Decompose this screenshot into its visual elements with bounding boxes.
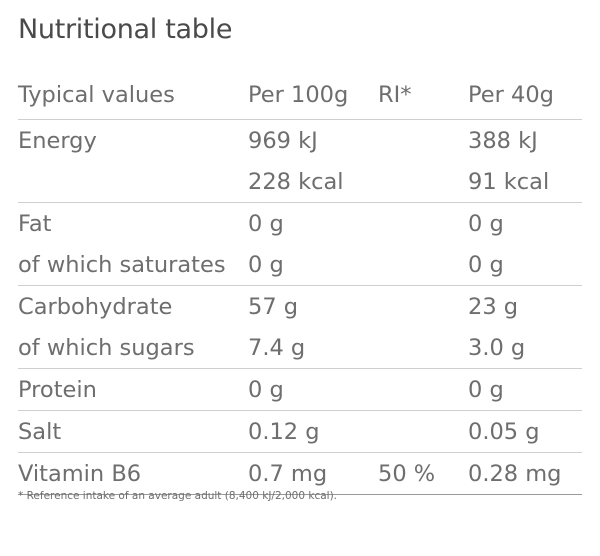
nutrient-label: Energy	[18, 127, 97, 154]
nutrient-label: Salt	[18, 418, 62, 445]
row-group-fat: Fat 0 g 0 g of which saturates 0 g 0 g	[18, 203, 582, 286]
per-serving-value: 23 g	[468, 293, 519, 320]
per-serving-value: 0 g	[468, 376, 504, 403]
table-header-row: Typical values Per 100g RI* Per 40g	[18, 70, 582, 119]
per-serving-value: 0.28 mg	[468, 460, 562, 487]
nutrient-label: Protein	[18, 376, 97, 403]
row-group-energy: Energy 969 kJ 388 kJ 228 kcal 91 kcal	[18, 120, 582, 203]
per-serving-value: 91 kcal	[468, 168, 550, 195]
per-100g-value: 0.7 mg	[248, 460, 328, 487]
per-100g-value: 7.4 g	[248, 334, 306, 361]
row-group-protein: Protein 0 g 0 g	[18, 369, 582, 411]
per-100g-value: 0 g	[248, 210, 284, 237]
nutrition-table: Typical values Per 100g RI* Per 40g Ener…	[18, 70, 582, 495]
row-group-vitamin-b6: Vitamin B6 0.7 mg 50 % 0.28 mg	[18, 453, 582, 495]
per-100g-value: 0.12 g	[248, 418, 320, 445]
per-100g-value: 228 kcal	[248, 168, 344, 195]
per-serving-value: 3.0 g	[468, 334, 526, 361]
per-serving-value: 0 g	[468, 251, 504, 278]
per-100g-value: 0 g	[248, 376, 284, 403]
row-group-salt: Salt 0.12 g 0.05 g	[18, 411, 582, 453]
per-serving-value: 388 kJ	[468, 127, 538, 154]
per-100g-value: 0 g	[248, 251, 284, 278]
nutrient-label: Carbohydrate	[18, 293, 173, 320]
per-serving-value: 0.05 g	[468, 418, 540, 445]
header-per-100g: Per 100g	[248, 81, 349, 108]
footnote: * Reference intake of an average adult (…	[18, 490, 338, 502]
table-header: Typical values Per 100g RI* Per 40g	[18, 70, 582, 120]
header-ri: RI*	[378, 81, 412, 108]
table-row: of which saturates 0 g 0 g	[18, 244, 582, 285]
ri-value: 50 %	[378, 460, 436, 487]
per-serving-value: 0 g	[468, 210, 504, 237]
nutrient-label: Vitamin B6	[18, 460, 142, 487]
per-100g-value: 57 g	[248, 293, 299, 320]
per-100g-value: 969 kJ	[248, 127, 318, 154]
table-row: 228 kcal 91 kcal	[18, 161, 582, 202]
nutrient-label: of which saturates	[18, 251, 226, 278]
nutrient-label: Fat	[18, 210, 52, 237]
header-typical-values: Typical values	[18, 81, 175, 108]
header-per-serving: Per 40g	[468, 81, 554, 108]
table-row: Salt 0.12 g 0.05 g	[18, 411, 582, 452]
nutrient-label: of which sugars	[18, 334, 195, 361]
page-title: Nutritional table	[18, 14, 233, 45]
table-row: Protein 0 g 0 g	[18, 369, 582, 410]
row-group-carbohydrate: Carbohydrate 57 g 23 g of which sugars 7…	[18, 286, 582, 369]
table-row: of which sugars 7.4 g 3.0 g	[18, 327, 582, 368]
table-row: Vitamin B6 0.7 mg 50 % 0.28 mg	[18, 453, 582, 494]
table-row: Fat 0 g 0 g	[18, 203, 582, 244]
table-row: Carbohydrate 57 g 23 g	[18, 286, 582, 327]
table-row: Energy 969 kJ 388 kJ	[18, 120, 582, 161]
